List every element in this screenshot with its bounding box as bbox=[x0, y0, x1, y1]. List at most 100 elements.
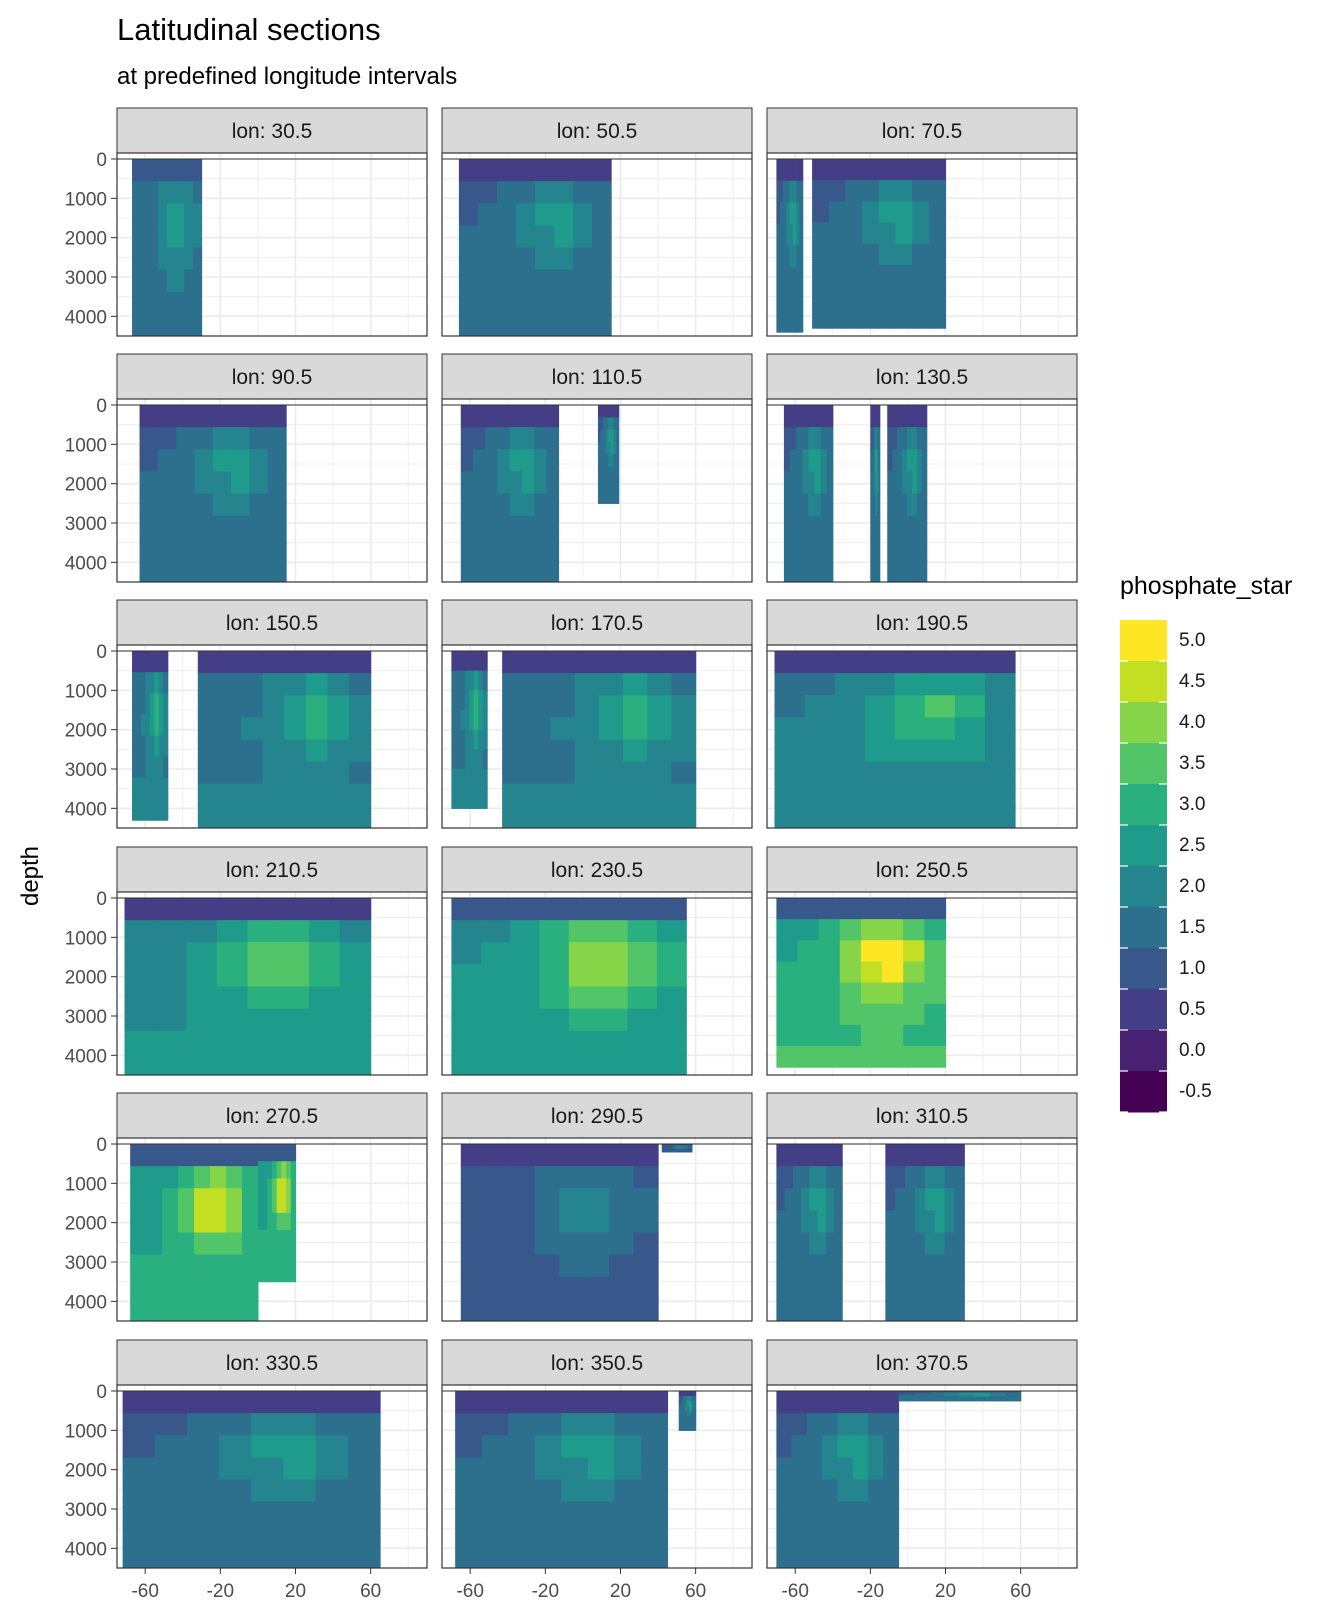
panel-border bbox=[766, 644, 1078, 829]
contour-cell bbox=[984, 717, 1016, 741]
contour-cell bbox=[515, 247, 536, 271]
contour-cell bbox=[154, 1391, 188, 1414]
contour-cell bbox=[574, 739, 600, 763]
contour-cell bbox=[680, 1415, 684, 1422]
contour-cell bbox=[608, 1254, 635, 1278]
contour-cell bbox=[776, 1210, 786, 1234]
contour-cell bbox=[473, 427, 486, 450]
contour-cell bbox=[149, 313, 159, 336]
contour-cell bbox=[789, 288, 794, 312]
contour-cell bbox=[680, 1425, 684, 1431]
contour-cell bbox=[192, 225, 203, 249]
contour-cell bbox=[272, 1144, 278, 1162]
contour-cell bbox=[460, 1254, 487, 1278]
contour-cell bbox=[912, 264, 930, 287]
contour-cell bbox=[661, 1149, 667, 1152]
contour-cell bbox=[231, 449, 251, 472]
contour-cell bbox=[478, 729, 484, 750]
contour-cell bbox=[290, 1178, 297, 1197]
contour-cell bbox=[944, 1210, 956, 1234]
contour-cell bbox=[818, 898, 841, 920]
contour-cell bbox=[779, 245, 784, 268]
contour-cell bbox=[928, 243, 947, 266]
contour-cell bbox=[278, 942, 310, 965]
contour-cell bbox=[685, 1405, 688, 1412]
contour-cell bbox=[820, 559, 828, 582]
contour-cell bbox=[921, 405, 928, 428]
contour-cell bbox=[521, 427, 535, 450]
y-tick-label: 1000 bbox=[65, 189, 107, 210]
contour-cell bbox=[139, 449, 159, 472]
contour-cell bbox=[902, 559, 908, 582]
contour-cell bbox=[665, 1147, 670, 1150]
contour-cell bbox=[799, 223, 804, 247]
contour-cell bbox=[598, 1008, 629, 1032]
contour-cell bbox=[535, 181, 555, 204]
contour-cell bbox=[130, 1144, 147, 1167]
contour-cell bbox=[278, 920, 310, 943]
contour-cell bbox=[473, 749, 479, 770]
contour-cell bbox=[887, 471, 893, 495]
contour-cell bbox=[286, 1195, 292, 1214]
contour-cell bbox=[864, 717, 896, 741]
contour-cell bbox=[451, 1052, 482, 1075]
contour-cell bbox=[802, 493, 809, 517]
contour-cell bbox=[877, 405, 880, 428]
contour-cell bbox=[867, 1545, 884, 1568]
contour-cell bbox=[796, 310, 801, 333]
contour-cell bbox=[197, 673, 220, 696]
contour-cell bbox=[241, 695, 264, 718]
contour-cell bbox=[473, 788, 479, 809]
contour-cell bbox=[613, 417, 617, 431]
contour-cell bbox=[154, 1457, 188, 1481]
contour-cell bbox=[898, 1397, 915, 1399]
contour-cell bbox=[871, 537, 874, 561]
contour-cell bbox=[616, 417, 620, 431]
contour-cell bbox=[210, 1298, 227, 1321]
contour-cell bbox=[534, 493, 547, 517]
facet-panel: lon: 290.5 bbox=[441, 1092, 753, 1322]
contour-cell bbox=[219, 1501, 252, 1525]
contour-cell bbox=[796, 159, 801, 182]
contour-cell bbox=[469, 749, 475, 770]
contour-cell bbox=[864, 673, 896, 696]
contour-cell bbox=[669, 1146, 674, 1149]
contour-cell bbox=[894, 739, 926, 763]
contour-cell bbox=[192, 313, 203, 336]
x-tick-label: -20 bbox=[857, 1581, 884, 1602]
contour-cell bbox=[790, 471, 797, 495]
contour-cell bbox=[216, 986, 249, 1010]
contour-cell bbox=[796, 471, 803, 495]
legend-label: 0.5 bbox=[1179, 999, 1205, 1020]
contour-cell bbox=[684, 1150, 689, 1153]
contour-cell bbox=[845, 264, 863, 287]
contour-cell bbox=[154, 1479, 188, 1503]
contour-cell bbox=[797, 1003, 820, 1026]
contour-cell bbox=[944, 1166, 956, 1189]
contour-cell bbox=[825, 1298, 835, 1321]
contour-cell bbox=[212, 449, 232, 472]
contour-cell bbox=[826, 559, 834, 582]
contour-cell bbox=[774, 673, 806, 696]
contour-cell bbox=[928, 264, 947, 287]
contour-cell bbox=[934, 1254, 946, 1278]
contour-cell bbox=[924, 1276, 936, 1300]
contour-cell bbox=[267, 1144, 273, 1162]
contour-cell bbox=[603, 478, 607, 492]
contour-cell bbox=[783, 471, 791, 495]
contour-cell bbox=[136, 735, 142, 758]
contour-cell bbox=[808, 537, 816, 561]
contour-cell bbox=[689, 1415, 693, 1422]
contour-cell bbox=[878, 515, 881, 539]
contour-cell bbox=[871, 559, 874, 582]
contour-cell bbox=[687, 1410, 690, 1417]
contour-cell bbox=[574, 783, 600, 807]
contour-cell bbox=[473, 729, 479, 750]
contour-cell bbox=[186, 1457, 220, 1481]
contour-cell bbox=[510, 942, 541, 965]
contour-cell bbox=[534, 1210, 561, 1234]
contour-cell bbox=[485, 1298, 511, 1321]
contour-cell bbox=[839, 982, 862, 1005]
contour-cell bbox=[539, 1008, 570, 1032]
contour-cell bbox=[864, 761, 896, 785]
